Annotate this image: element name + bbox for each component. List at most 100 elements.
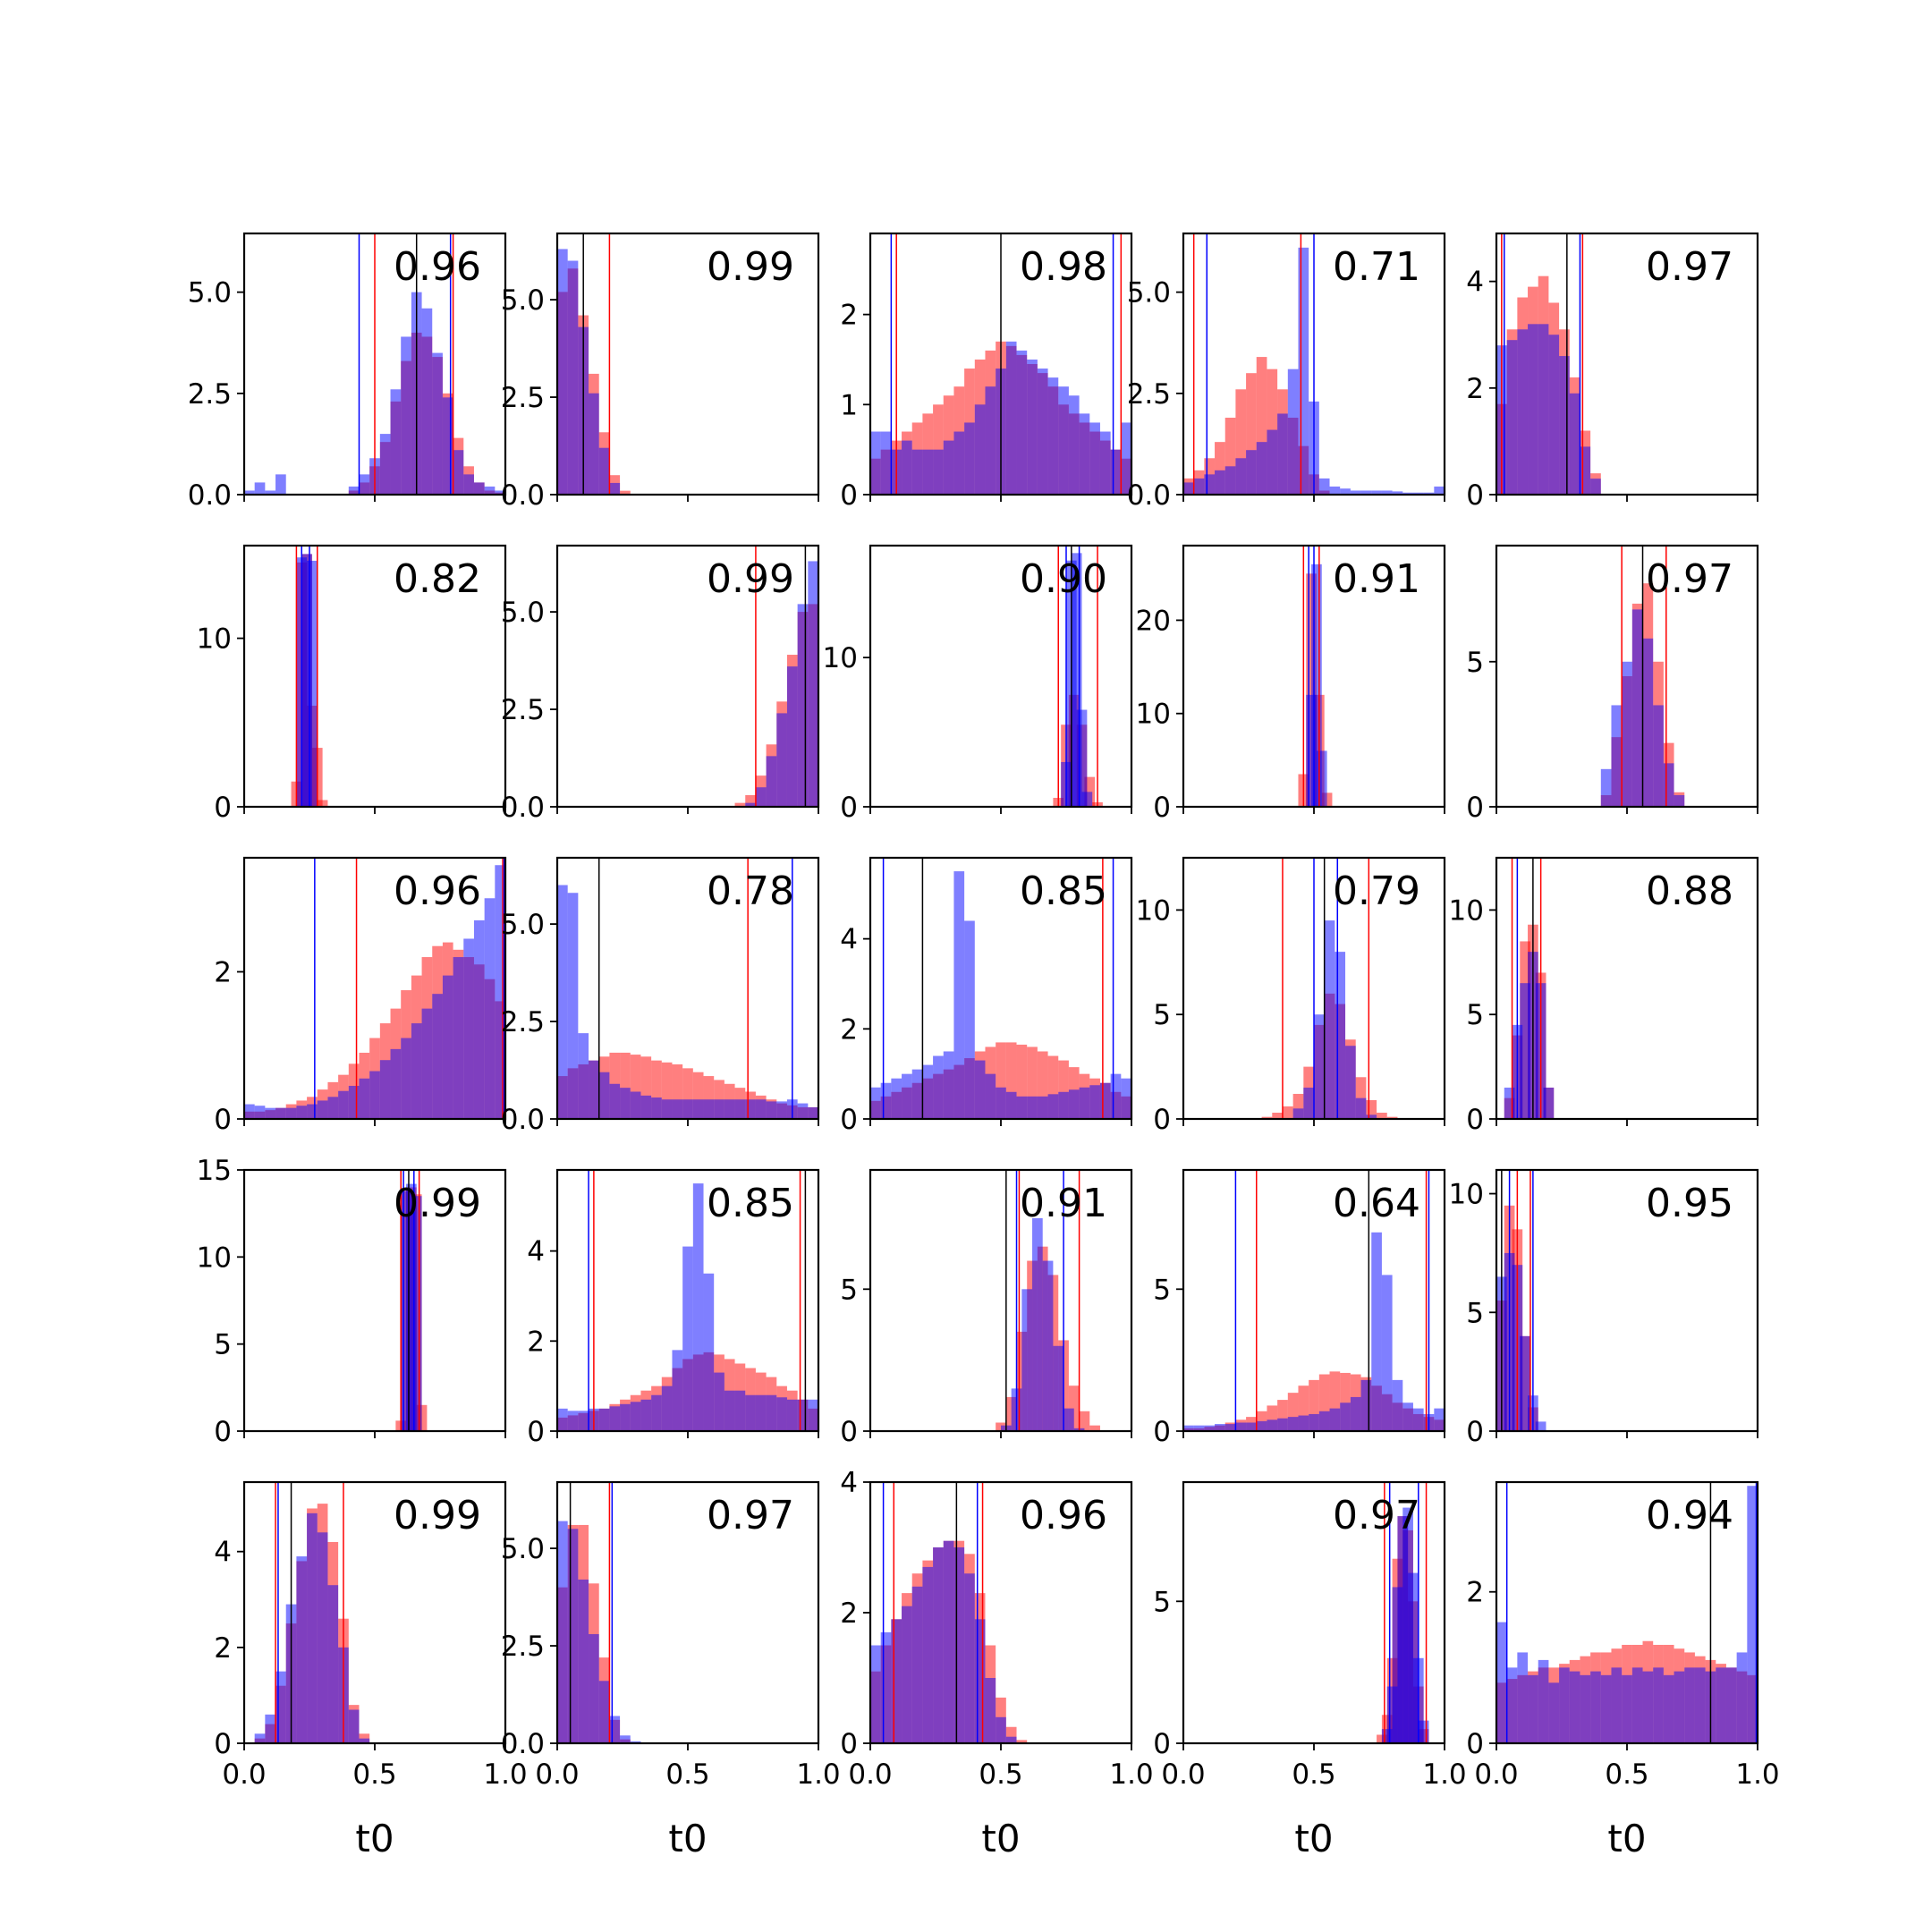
histogram-bar (1272, 1112, 1283, 1119)
histogram-bar (432, 352, 443, 495)
histogram-bar (1548, 335, 1560, 495)
x-tick-label: 1.0 (483, 1758, 527, 1791)
y-tick-label: 0 (214, 1104, 232, 1136)
histogram-bar (630, 1055, 641, 1119)
plot-area (244, 233, 505, 495)
subplot-4-3: 050.91 (840, 1168, 1133, 1448)
histogram-bar (244, 1104, 255, 1119)
x-axis-label: t0 (668, 1817, 707, 1860)
y-tick-label: 10 (1136, 699, 1171, 731)
histogram-bar (1193, 1425, 1205, 1431)
histogram-bar (714, 1372, 724, 1431)
histogram-bar (1371, 1232, 1382, 1431)
x-axis-label: t0 (1294, 1817, 1333, 1860)
histogram-bar (1298, 1385, 1309, 1431)
histogram-bar (745, 802, 756, 807)
histogram-bar (1099, 1082, 1111, 1119)
histogram-bar (317, 1100, 328, 1119)
y-tick-label: 4 (840, 1467, 858, 1499)
y-tick-label: 4 (214, 1537, 232, 1569)
subplot-1-4: 0.0 2.5 5.0 0.71 (1127, 232, 1446, 512)
histogram-bar (254, 1733, 266, 1743)
histogram-bar (557, 1521, 568, 1743)
histogram-bar (745, 1394, 756, 1431)
histogram-bar (1042, 1260, 1054, 1431)
histogram-bar (1520, 1335, 1530, 1431)
histogram-bar (672, 1063, 683, 1119)
plot-area (870, 1482, 1028, 1743)
blue-histogram (296, 554, 318, 807)
histogram-bar (1340, 1372, 1351, 1431)
histogram-bar (567, 1529, 579, 1743)
y-tick-label: 5 (1466, 1297, 1484, 1329)
histogram-bar (953, 871, 965, 1119)
plot-area (1298, 546, 1333, 807)
histogram-bar (265, 1107, 276, 1119)
histogram-bar (933, 404, 944, 495)
subplot-4-5: 0 5 10 0.95 (1449, 1168, 1759, 1448)
histogram-bar (1287, 1393, 1299, 1431)
histogram-bar (1204, 474, 1216, 495)
histogram-bar (1381, 490, 1393, 495)
histogram-bar (589, 1060, 599, 1119)
y-tick-label: 0 (1153, 792, 1171, 824)
histogram-bar (922, 1064, 934, 1119)
histogram-bar (786, 1399, 798, 1431)
histogram-bar (620, 1088, 631, 1119)
histogram-bar (1496, 1622, 1507, 1743)
histogram-bar (1434, 486, 1445, 495)
histogram-bar (1079, 1087, 1090, 1119)
histogram-bar (933, 1055, 944, 1119)
histogram-bar (338, 1090, 349, 1119)
histogram-bar (734, 802, 746, 807)
histogram-bar (766, 1394, 777, 1431)
panel-value-label: 0.79 (1333, 869, 1420, 914)
y-tick-label: 5 (1153, 999, 1171, 1031)
histogram-bar (692, 1099, 704, 1119)
histogram-bar (1506, 1667, 1518, 1743)
histogram-bar (1224, 417, 1236, 495)
histogram-bar (672, 1350, 683, 1431)
histogram-bar (933, 1547, 944, 1743)
y-tick-label: 4 (840, 924, 858, 956)
y-tick-label: 10 (1136, 894, 1171, 927)
y-tick-label: 2.5 (501, 1006, 545, 1038)
histogram-bar (495, 490, 505, 495)
histogram-bar (640, 1399, 652, 1431)
plot-area (1496, 233, 1601, 495)
x-tick-label: 0.0 (1474, 1758, 1518, 1791)
histogram-bar (1622, 1674, 1632, 1743)
y-tick-label: 5.0 (501, 909, 545, 941)
histogram-bar (620, 1403, 631, 1431)
histogram-bar (1674, 1671, 1685, 1743)
histogram-bar (1089, 422, 1100, 495)
x-tick-label: 0.5 (1605, 1758, 1648, 1791)
histogram-bar (1261, 1116, 1273, 1119)
histogram-bar (317, 800, 328, 807)
histogram-bar (1027, 1046, 1038, 1119)
histogram-bar (766, 756, 777, 807)
histogram-bar (327, 1097, 339, 1119)
histogram-bar (359, 474, 370, 495)
histogram-bar (1716, 1667, 1726, 1743)
y-tick-label: 2.5 (501, 382, 545, 414)
y-tick-label: 2 (214, 1632, 232, 1665)
histogram-bar (1548, 1682, 1560, 1743)
histogram-bar (1058, 386, 1069, 495)
histogram-bar (996, 1716, 1006, 1743)
plot-area (557, 233, 631, 495)
x-tick-label: 0.0 (222, 1758, 266, 1791)
histogram-bar (589, 1633, 599, 1743)
y-tick-label: 0 (1153, 1104, 1171, 1136)
histogram-bar (672, 1099, 683, 1119)
histogram-bar (1386, 1116, 1398, 1119)
histogram-bar (703, 1099, 715, 1119)
histogram-bar (265, 1714, 276, 1743)
histogram-bar (776, 713, 787, 807)
histogram-bar (755, 1394, 767, 1431)
x-axis-label: t0 (355, 1817, 394, 1860)
histogram-bar (453, 957, 464, 1119)
histogram-bar (598, 1072, 610, 1119)
histogram-bar (630, 1402, 641, 1431)
histogram-bar (1371, 490, 1382, 495)
